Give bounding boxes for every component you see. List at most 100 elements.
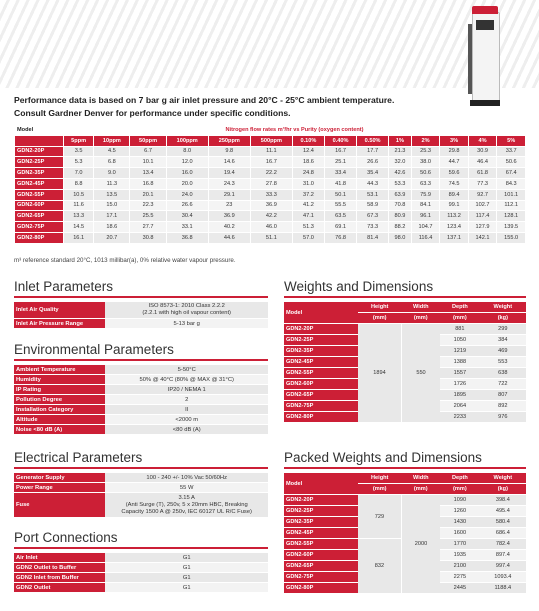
weights-weight-cell: 722 xyxy=(479,378,526,390)
perf-value-cell: 73.3 xyxy=(356,221,390,233)
perf-value-cell: 75.9 xyxy=(410,188,441,201)
table-row: Pollution Degree 2 xyxy=(14,394,268,405)
weights-depth-cell: 1388 xyxy=(440,356,480,368)
weights-model-cell: GDN2-20P xyxy=(284,323,358,335)
perf-value-cell: 26.6 xyxy=(356,156,390,169)
perf-value-cell: 35.4 xyxy=(356,167,390,179)
perf-value-cell: 155.0 xyxy=(496,231,526,244)
electrical-value-line: Capacity 1500 A @ 250v, IEC 60127 UL R/C… xyxy=(121,508,252,515)
perf-value-cell: 101.1 xyxy=(496,188,526,201)
perf-value-cell: 99.1 xyxy=(439,199,469,212)
table-row: GDN2-60P 1935 897.4 xyxy=(284,549,526,561)
ports-section: Port Connections Air Inlet G1 GDN2 Outlet … xyxy=(14,530,268,593)
packed-unit-mm: (mm) xyxy=(358,483,402,495)
weights-model-header: Model xyxy=(284,302,358,324)
table-row: GDN2-65P 1895 807 xyxy=(284,389,526,401)
weights-unit-mm: (mm) xyxy=(358,312,402,324)
weights-unit-kg: (kg) xyxy=(479,312,526,324)
table-row: GDN2-45P 1388 553 xyxy=(284,356,526,368)
table-row: GDN2-65P 2100 997.4 xyxy=(284,560,526,572)
weights-unit-mm: (mm) xyxy=(401,312,441,324)
perf-model-cell: GDN2-55P xyxy=(14,188,64,201)
perf-value-cell: 74.5 xyxy=(439,177,469,190)
weights-depth-cell: 1050 xyxy=(440,334,480,346)
perf-value-cell: 50.1 xyxy=(323,188,358,201)
perf-value-cell: 96.1 xyxy=(410,210,441,223)
weights-height-header: Height xyxy=(358,302,402,313)
perf-value-cell: 33.1 xyxy=(165,221,209,233)
perf-value-cell: 24.8 xyxy=(291,167,326,179)
electrical-key: Generator Supply xyxy=(14,473,106,483)
table-row: GDN2-45P 8.8 11.3 16.8 20.0 24.3 27.8 31.0 41.8 4… xyxy=(14,177,526,190)
table-row: GDN2-25P 1050 384 xyxy=(284,334,526,346)
intro-line-2: Consult Gardner Denver for performance u… xyxy=(14,108,291,118)
packed-width-header: Width xyxy=(401,473,441,484)
perf-value-cell: 137.1 xyxy=(439,231,469,244)
perf-model-cell: GDN2-35P xyxy=(14,167,64,179)
perf-value-cell: 30.4 xyxy=(165,210,209,223)
perf-value-cell: 81.4 xyxy=(356,231,390,244)
environmental-value: 2 xyxy=(105,394,268,405)
table-row: Inlet Air Quality ISO 8573-1: 2010 Class… xyxy=(14,302,268,319)
weights-height-cell: 1894 xyxy=(358,323,402,423)
table-row: GDN2-55P 832 1770 782.4 xyxy=(284,538,526,594)
packed-section: Packed Weights and Dimensions Model Heig… xyxy=(284,450,526,594)
packed-model-cell: GDN2-20P xyxy=(284,494,358,506)
packed-unit-kg: (kg) xyxy=(479,483,526,495)
perf-value-cell: 67.4 xyxy=(496,167,526,179)
perf-value-cell: 32.0 xyxy=(388,156,412,169)
perf-value-cell: 14.6 xyxy=(207,156,251,169)
table-row: GDN2-55P 1557 638 xyxy=(284,367,526,379)
perf-value-cell: 67.3 xyxy=(356,210,390,223)
perf-value-cell: 24.0 xyxy=(165,188,209,201)
packed-weight-cell: 1093.4 xyxy=(479,571,526,583)
perf-value-cell: 20.1 xyxy=(129,188,167,201)
electrical-key: Fuse xyxy=(14,492,106,518)
perf-value-cell: 13.5 xyxy=(93,188,131,201)
inlet-value-line: ISO 8573-1: 2010 Class 2.2.2 xyxy=(148,303,225,309)
perf-value-cell: 17.7 xyxy=(356,145,390,158)
weights-header-row: Model Height Width Depth Weight xyxy=(284,302,526,324)
weights-weight-cell: 553 xyxy=(479,356,526,368)
electrical-value-line: (Anti Surge (T), 250v, 5 x 20mm HBC, Bre… xyxy=(125,501,248,508)
perf-value-cell: 139.5 xyxy=(496,221,526,233)
perf-value-cell: 46.0 xyxy=(249,221,293,233)
port-value: G1 xyxy=(105,553,268,563)
packed-weight-cell: 897.4 xyxy=(479,549,526,561)
table-row: GDN2-25P 1260 495.4 xyxy=(284,505,526,517)
perf-value-cell: 38.0 xyxy=(410,156,441,169)
perf-value-cell: 98.0 xyxy=(388,231,412,244)
table-row: Altitude <2000 m xyxy=(14,414,268,425)
perf-value-cell: 84.3 xyxy=(496,177,526,190)
port-value: G1 xyxy=(105,572,268,583)
table-row: GDN2-45P 1600 686.4 xyxy=(284,527,526,539)
weights-width-header: Width xyxy=(401,302,441,313)
table-row: GDN2 Outlet G1 xyxy=(14,582,268,593)
ports-title: Port Connections xyxy=(14,530,268,549)
weights-table: Model Height Width Depth Weight (mm) (mm… xyxy=(284,302,526,423)
environmental-key: Ambient Temperature xyxy=(14,365,106,375)
electrical-section: Electrical Parameters Generator Supply 1… xyxy=(14,450,268,518)
perf-column-header: 2% xyxy=(410,134,441,147)
weights-depth-cell: 1726 xyxy=(440,378,480,390)
packed-unit-mm: (mm) xyxy=(401,483,441,495)
table-row: GDN2-75P 2275 1093.4 xyxy=(284,571,526,583)
perf-value-cell: 18.6 xyxy=(291,156,326,169)
inlet-table: Inlet Air Quality ISO 8573-1: 2010 Class… xyxy=(14,302,268,329)
port-value: G1 xyxy=(105,582,268,593)
perf-value-cell: 30.9 xyxy=(467,145,498,158)
perf-value-cell: 58.9 xyxy=(356,199,390,212)
perf-value-cell: 41.2 xyxy=(291,199,326,212)
perf-model-cell: GDN2-45P xyxy=(14,177,64,190)
environmental-key: Humidity xyxy=(14,374,106,385)
environmental-value: <2000 m xyxy=(105,414,268,425)
perf-column-header: 3% xyxy=(439,134,469,147)
perf-value-cell: 53.3 xyxy=(388,177,412,190)
environmental-section: Environmental Parameters Ambient Tempera… xyxy=(14,342,268,435)
perf-value-cell: 5.3 xyxy=(62,156,95,169)
electrical-value: 55 W xyxy=(105,482,268,493)
packed-unit-row: (mm) (mm) (mm) (kg) xyxy=(284,483,526,495)
table-row: GDN2-80P 2445 1188.4 xyxy=(284,582,526,594)
environmental-value: IP20 / NEMA 1 xyxy=(105,384,268,395)
packed-depth-cell: 1600 xyxy=(440,527,480,539)
